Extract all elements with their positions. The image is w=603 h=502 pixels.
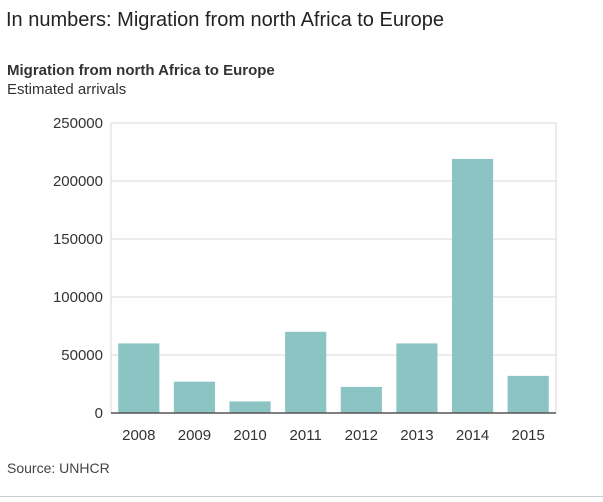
source-note: Source: UNHCR <box>7 460 110 476</box>
x-tick-labels: 2008 2009 2010 2011 2012 2013 2014 2015 <box>122 427 545 444</box>
bar-2012 <box>340 386 382 413</box>
bar-2010 <box>229 401 271 413</box>
chart-subtitle: Estimated arrivals <box>7 81 127 98</box>
y-tick-label: 50000 <box>61 347 103 364</box>
x-tick-label: 2011 <box>290 427 322 444</box>
y-tick-labels: 0 50000 100000 150000 200000 250000 <box>53 115 103 422</box>
y-tick-label: 200000 <box>53 173 103 190</box>
bar-2009 <box>173 381 216 413</box>
bottom-divider <box>0 496 603 497</box>
bar-2011 <box>285 331 327 413</box>
bar-2008 <box>118 343 160 413</box>
chart-title: Migration from north Africa to Europe <box>7 62 275 79</box>
x-tick-label: 2014 <box>456 427 489 444</box>
y-tick-label: 150000 <box>53 231 103 248</box>
x-tick-label: 2010 <box>233 427 266 444</box>
bar-2015 <box>507 375 549 413</box>
bar-2014 <box>451 158 494 413</box>
x-tick-label: 2013 <box>400 427 433 444</box>
y-tick-label: 250000 <box>53 115 103 132</box>
x-tick-label: 2012 <box>345 427 378 444</box>
y-tick-label: 100000 <box>53 289 103 306</box>
bar-2013 <box>396 343 438 413</box>
x-tick-label: 2009 <box>178 427 211 444</box>
x-tick-label: 2008 <box>122 427 155 444</box>
bar-layer <box>118 158 549 413</box>
page-headline: In numbers: Migration from north Africa … <box>6 9 444 31</box>
x-tick-label: 2015 <box>512 427 545 444</box>
y-tick-label: 0 <box>95 405 103 422</box>
